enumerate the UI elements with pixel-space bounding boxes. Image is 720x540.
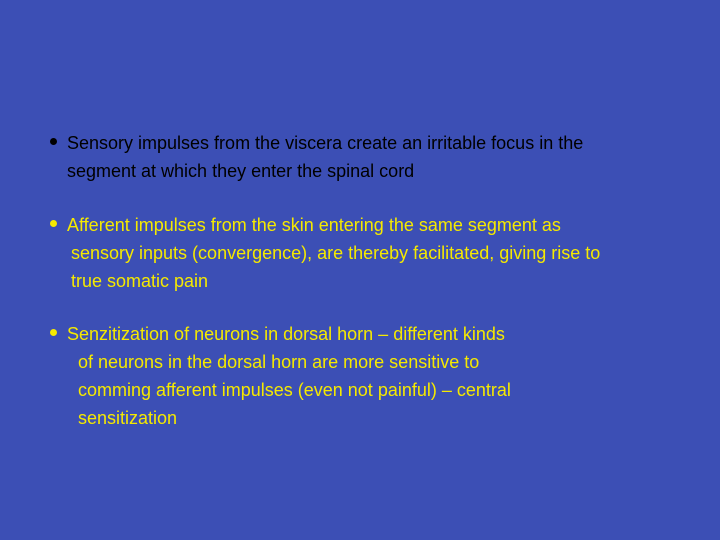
bullet-lead-text: Sensory impulses from the viscera create…: [67, 130, 583, 158]
bullet-lead-row: Afferent impulses from the skin entering…: [48, 212, 672, 240]
bullet-dot-icon: [50, 329, 57, 336]
bullet-cont-text: comming afferent impulses (even not pain…: [48, 377, 672, 405]
bullet-cont-text: of neurons in the dorsal horn are more s…: [48, 349, 672, 377]
bullet-lead-text: Senzitization of neurons in dorsal horn …: [67, 321, 505, 349]
bullet-item: Sensory impulses from the viscera create…: [48, 130, 672, 186]
bullet-dot-icon: [50, 220, 57, 227]
bullet-lead-row: Senzitization of neurons in dorsal horn …: [48, 321, 672, 349]
slide-content: Sensory impulses from the viscera create…: [48, 130, 672, 459]
bullet-cont-text: sensory inputs (convergence), are thereb…: [48, 240, 672, 268]
bullet-cont-text: segment at which they enter the spinal c…: [48, 158, 672, 186]
bullet-dot-icon: [50, 138, 57, 145]
bullet-cont-text: true somatic pain: [48, 268, 672, 296]
bullet-item: Senzitization of neurons in dorsal horn …: [48, 321, 672, 433]
bullet-cont-text: sensitization: [48, 405, 672, 433]
bullet-lead-row: Sensory impulses from the viscera create…: [48, 130, 672, 158]
bullet-item: Afferent impulses from the skin entering…: [48, 212, 672, 296]
bullet-lead-text: Afferent impulses from the skin entering…: [67, 212, 561, 240]
slide: Sensory impulses from the viscera create…: [0, 0, 720, 540]
